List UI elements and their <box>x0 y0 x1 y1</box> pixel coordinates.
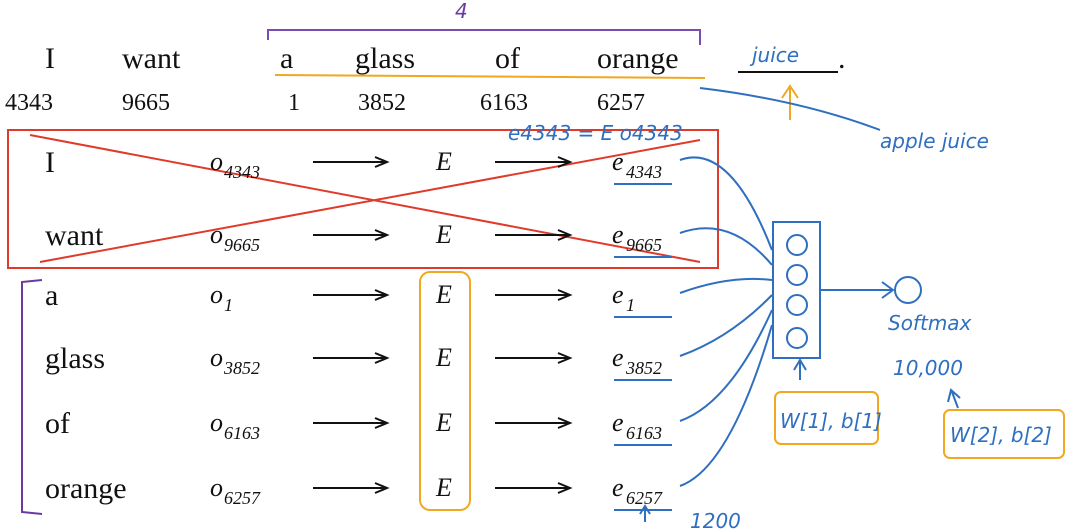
hidden-layer <box>772 221 821 359</box>
embedding: e <box>612 408 624 437</box>
handwritten-softmax: Softmax <box>888 311 972 335</box>
context-underline <box>274 74 706 79</box>
word-index: 1 <box>288 90 300 116</box>
cross-out <box>29 134 701 263</box>
row-word: a <box>45 279 58 312</box>
alt-arrow <box>699 87 881 131</box>
one-hot-index: 3852 <box>223 358 260 378</box>
row-word: want <box>45 219 104 252</box>
row-word: of <box>45 407 70 440</box>
one-hot: o <box>210 280 223 309</box>
input-arrow <box>679 294 773 357</box>
sentence-word: a <box>280 42 293 75</box>
one-hot: o <box>210 147 223 176</box>
matrix: E <box>435 147 452 176</box>
embedding: e <box>612 220 624 249</box>
word-index: 6163 <box>480 90 528 116</box>
arrow <box>495 289 573 301</box>
input-arrow <box>679 156 773 251</box>
one-hot-index: 4343 <box>224 162 260 182</box>
context-brace <box>21 279 43 515</box>
embedding: e <box>612 280 624 309</box>
sentence-word: I <box>45 42 55 75</box>
handwritten-vocab-size: 10,000 <box>893 356 963 380</box>
embedding-index: 6163 <box>626 423 662 443</box>
embedding-index: 1 <box>626 295 635 315</box>
embedding-index: 3852 <box>625 358 662 378</box>
input-arrow <box>679 324 773 487</box>
excluded-box <box>7 129 719 269</box>
embedding-index: 6257 <box>626 488 663 508</box>
one-hot-index: 6257 <box>224 488 261 508</box>
one-hot-index: 1 <box>224 295 233 315</box>
word-index: 6257 <box>597 90 645 116</box>
embedding-index: 4343 <box>626 162 662 182</box>
arrow <box>313 352 390 364</box>
arrow <box>495 417 573 429</box>
one-hot: o <box>210 473 223 502</box>
arrow <box>313 156 390 168</box>
params-box-1 <box>774 391 879 445</box>
arrow <box>495 352 573 364</box>
one-hot-index: 6163 <box>224 423 260 443</box>
row-word: glass <box>45 342 105 375</box>
sentence-word: glass <box>355 42 415 75</box>
embedding: e <box>612 343 624 372</box>
handwritten-layer1-params: W[1], b[1] <box>780 409 882 433</box>
matrix: E <box>435 220 452 249</box>
params-box-2 <box>943 409 1065 459</box>
sentence-word: orange <box>597 42 679 75</box>
row-word: orange <box>45 472 127 505</box>
arrow <box>495 229 573 241</box>
matrix: E <box>435 280 452 309</box>
arrow <box>313 289 390 301</box>
matrix: E <box>435 408 452 437</box>
embedding-index: 9665 <box>626 235 662 255</box>
arrow <box>495 156 573 168</box>
input-arrow <box>679 277 773 294</box>
sentence-end: . <box>838 42 846 75</box>
handwritten-context-size: 4 <box>455 0 468 23</box>
embedding: e <box>612 473 624 502</box>
sentence-word: of <box>495 42 520 75</box>
one-hot: o <box>210 343 223 372</box>
handwritten-layer2-params: W[2], b[2] <box>950 423 1052 447</box>
matrix: E <box>435 473 452 502</box>
handwritten-alternative: apple juice <box>880 129 989 153</box>
arrow <box>495 482 573 494</box>
input-arrow <box>679 227 773 266</box>
target-word: juice <box>749 43 799 67</box>
arrow <box>313 417 390 429</box>
one-hot: o <box>210 220 223 249</box>
shared-e-box <box>419 271 471 511</box>
arrow <box>313 229 390 241</box>
handwritten-bottom-note: 1200 <box>690 509 741 531</box>
one-hot-index: 9665 <box>224 235 260 255</box>
handwritten-equation: e4343 = E o4343 <box>508 121 683 145</box>
one-hot: o <box>210 408 223 437</box>
word-index: 4343 <box>5 90 53 116</box>
input-arrow <box>679 309 773 422</box>
word-index: 9665 <box>122 90 170 116</box>
neurons <box>639 234 961 522</box>
arrow <box>313 482 390 494</box>
word-index: 3852 <box>358 90 406 116</box>
context-bracket <box>267 29 701 45</box>
embedding: e <box>612 147 624 176</box>
row-word: I <box>45 146 55 179</box>
sentence-word: want <box>122 42 181 75</box>
matrix: E <box>435 343 452 372</box>
